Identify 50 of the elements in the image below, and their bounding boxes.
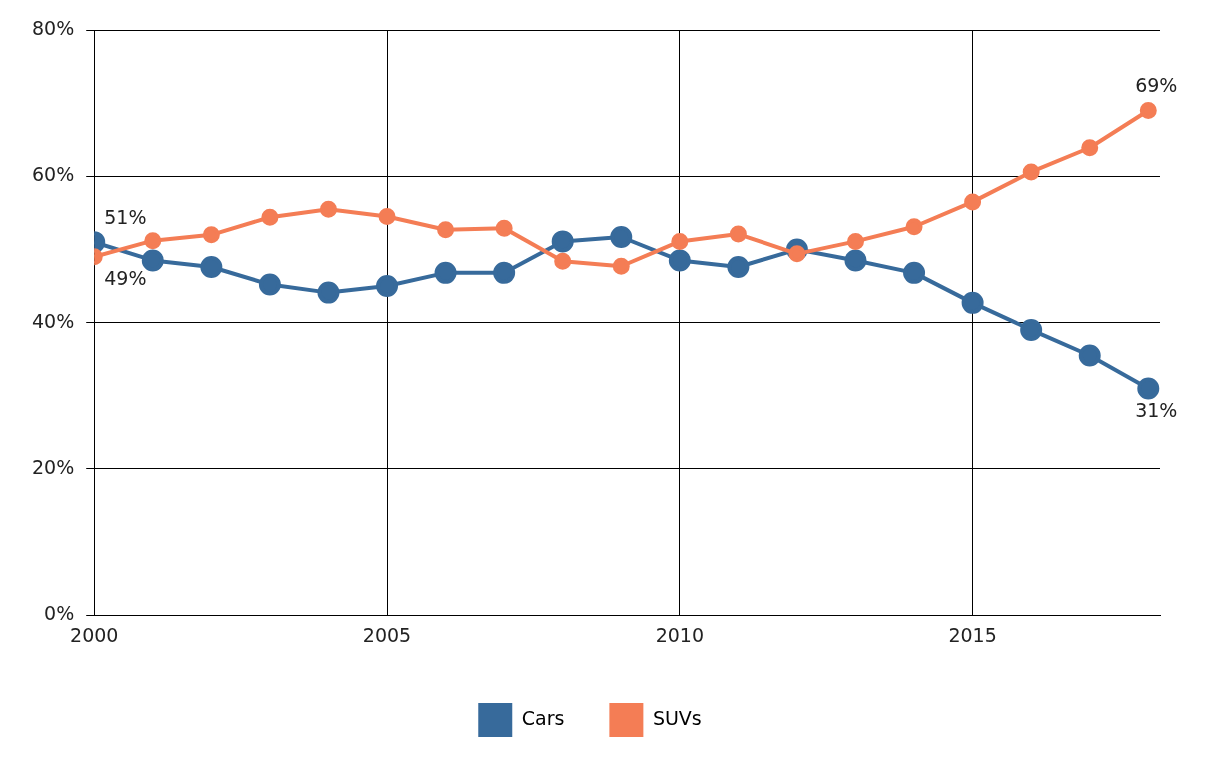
point xyxy=(1139,101,1157,119)
point xyxy=(612,257,630,275)
point xyxy=(846,232,864,250)
legend-label: SUVs xyxy=(652,706,702,729)
data-label: 49% xyxy=(104,267,147,290)
point xyxy=(729,225,747,243)
point xyxy=(437,221,455,239)
x-tick-label: 2005 xyxy=(362,623,412,646)
point xyxy=(1022,163,1040,181)
point xyxy=(905,218,923,236)
y-tick-label: 60% xyxy=(32,163,75,186)
y-tick-label: 0% xyxy=(44,602,75,625)
point xyxy=(903,261,926,284)
point xyxy=(964,193,982,211)
data-label: 51% xyxy=(104,205,147,228)
y-tick-label: 80% xyxy=(32,16,75,39)
point xyxy=(844,249,867,272)
legend-label: Cars xyxy=(521,706,565,729)
point xyxy=(261,208,279,226)
point xyxy=(319,200,337,218)
x-tick-label: 2010 xyxy=(655,623,704,646)
x-tick-label: 2015 xyxy=(948,623,997,646)
point xyxy=(610,226,633,249)
point xyxy=(961,291,984,314)
point xyxy=(788,245,806,263)
point xyxy=(317,281,340,304)
point xyxy=(144,232,162,250)
point xyxy=(141,249,164,272)
y-tick-label: 20% xyxy=(32,455,75,478)
point xyxy=(1078,344,1101,367)
point xyxy=(378,208,396,226)
point xyxy=(727,256,750,279)
point xyxy=(1081,139,1099,157)
point xyxy=(671,232,689,250)
point xyxy=(495,219,513,237)
point xyxy=(434,261,457,284)
y-tick-label: 40% xyxy=(32,309,75,332)
point xyxy=(554,252,572,270)
point xyxy=(258,273,281,296)
data-label: 69% xyxy=(1135,73,1178,96)
data-label: 31% xyxy=(1135,398,1178,421)
point xyxy=(668,249,691,272)
point xyxy=(551,230,574,253)
point xyxy=(493,261,516,284)
point xyxy=(376,275,399,298)
point xyxy=(1020,318,1043,341)
x-tick-label: 2000 xyxy=(70,623,119,646)
point xyxy=(1137,377,1160,400)
point xyxy=(200,256,223,279)
point xyxy=(202,226,220,244)
